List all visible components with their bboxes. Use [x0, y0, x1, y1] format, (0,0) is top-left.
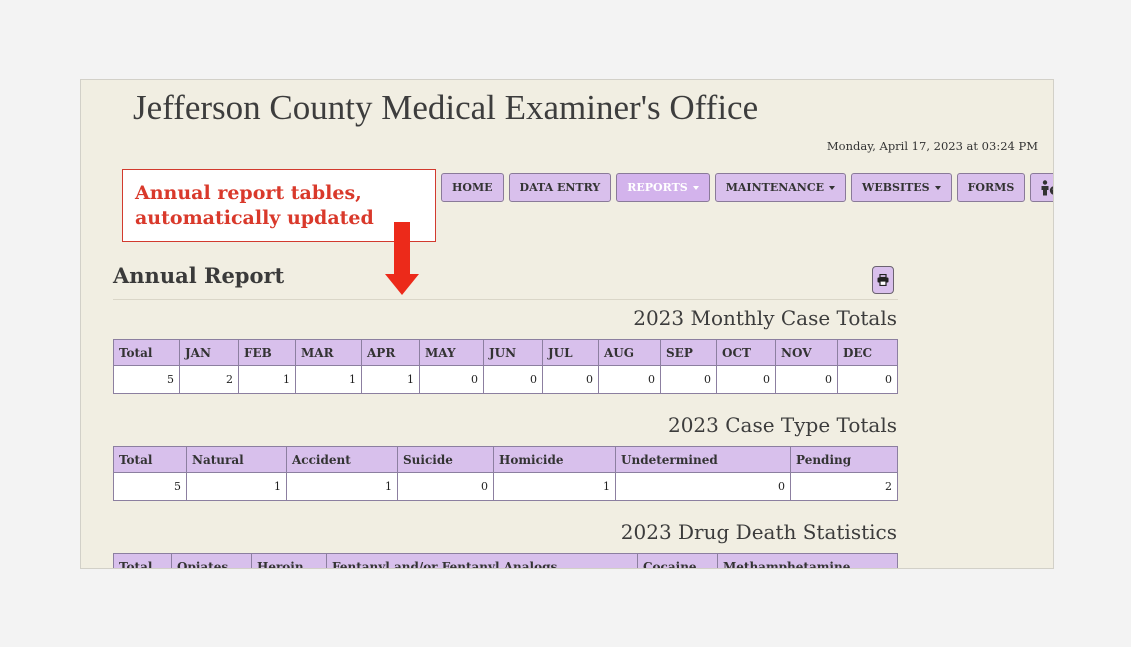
table-cell: 0 [615, 472, 791, 501]
column-header: Natural [186, 446, 287, 473]
report-title: Annual Report [113, 263, 285, 288]
column-header: Methamphetamine [717, 553, 898, 568]
print-button[interactable] [872, 266, 894, 294]
nav-reports-label: REPORTS [627, 181, 688, 194]
column-header: Homicide [493, 446, 616, 473]
table-cell: 0 [598, 365, 661, 394]
table-cell: 0 [397, 472, 494, 501]
table-row: 5 1 1 0 1 0 2 [113, 472, 898, 501]
column-header: Suicide [397, 446, 494, 473]
case-type-section-title: 2023 Case Type Totals [667, 413, 897, 437]
table-cell: 0 [716, 365, 776, 394]
monthly-totals-table: Total JAN FEB MAR APR MAY JUN JUL AUG SE… [113, 339, 898, 394]
main-navbar: HOME DATA ENTRY REPORTS MAINTENANCE WEBS… [441, 173, 1054, 202]
table-cell: 1 [238, 365, 296, 394]
report-header: Annual Report [113, 263, 898, 300]
table-cell: 0 [483, 365, 543, 394]
column-header: AUG [598, 339, 661, 366]
case-type-totals-table: Total Natural Accident Suicide Homicide … [113, 446, 898, 501]
down-arrow-icon [385, 222, 419, 295]
current-datetime: Monday, April 17, 2023 at 03:24 PM [826, 139, 1038, 153]
column-header: JAN [179, 339, 239, 366]
column-header: OCT [716, 339, 776, 366]
table-cell: 2 [790, 472, 898, 501]
nav-maintenance-dropdown[interactable]: MAINTENANCE [714, 173, 846, 202]
column-header: Opiates [171, 553, 252, 568]
table-cell: 5 [113, 472, 187, 501]
table-cell: 1 [186, 472, 287, 501]
callout-line-2: automatically updated [135, 207, 374, 229]
table-cell: 0 [775, 365, 838, 394]
table-cell: 0 [542, 365, 599, 394]
nav-data-entry-button[interactable]: DATA ENTRY [508, 173, 612, 202]
column-header: Accident [286, 446, 398, 473]
table-row: 5 2 1 1 1 0 0 0 0 0 0 0 0 [113, 365, 898, 394]
person-help-icon: ? [1041, 179, 1054, 195]
column-header: APR [361, 339, 420, 366]
callout-line-1: Annual report tables, [135, 182, 362, 204]
caret-down-icon [934, 185, 941, 190]
table-cell: 1 [493, 472, 616, 501]
column-header: MAY [419, 339, 484, 366]
annotation-callout: Annual report tables, automatically upda… [122, 169, 436, 242]
help-button[interactable]: ? [1030, 173, 1054, 202]
column-header: Heroin [251, 553, 327, 568]
table-header-row: Total Opiates Heroin Fentanyl and/or Fen… [113, 553, 898, 568]
nav-home-label: HOME [452, 181, 493, 194]
drug-death-table: Total Opiates Heroin Fentanyl and/or Fen… [113, 553, 898, 568]
monthly-section-title: 2023 Monthly Case Totals [633, 306, 897, 330]
column-header: Total [113, 553, 172, 568]
nav-home-button[interactable]: HOME [441, 173, 504, 202]
column-header: Pending [790, 446, 898, 473]
column-header: JUL [542, 339, 599, 366]
column-header: FEB [238, 339, 296, 366]
column-header: NOV [775, 339, 838, 366]
column-header: MAR [295, 339, 362, 366]
table-cell: 1 [295, 365, 362, 394]
svg-text:?: ? [1052, 187, 1054, 195]
table-cell: 0 [660, 365, 717, 394]
column-header: SEP [660, 339, 717, 366]
column-header: Total [113, 446, 187, 473]
nav-maintenance-label: MAINTENANCE [725, 181, 824, 194]
column-header: DEC [837, 339, 898, 366]
column-header: Cocaine [637, 553, 718, 568]
nav-websites-dropdown[interactable]: WEBSITES [850, 173, 952, 202]
column-header: Undetermined [615, 446, 791, 473]
app-window: Jefferson County Medical Examiner's Offi… [80, 79, 1054, 569]
table-cell: 2 [179, 365, 239, 394]
column-header: JUN [483, 339, 543, 366]
column-header: Fentanyl and/or Fentanyl Analogs [326, 553, 638, 568]
nav-data-entry-label: DATA ENTRY [519, 181, 601, 194]
site-title: Jefferson County Medical Examiner's Offi… [133, 88, 759, 127]
table-cell: 0 [837, 365, 898, 394]
table-header-row: Total JAN FEB MAR APR MAY JUN JUL AUG SE… [113, 339, 898, 366]
drug-section-title: 2023 Drug Death Statistics [620, 520, 897, 544]
print-icon [877, 274, 889, 286]
table-cell: 1 [361, 365, 420, 394]
table-cell: 5 [113, 365, 180, 394]
column-header: Total [113, 339, 180, 366]
table-cell: 1 [286, 472, 398, 501]
nav-forms-button[interactable]: FORMS [956, 173, 1026, 202]
caret-down-icon [828, 185, 835, 190]
nav-websites-label: WEBSITES [861, 181, 930, 194]
caret-down-icon [692, 185, 699, 190]
nav-forms-label: FORMS [967, 181, 1015, 194]
nav-reports-dropdown[interactable]: REPORTS [616, 173, 710, 202]
table-cell: 0 [419, 365, 484, 394]
table-header-row: Total Natural Accident Suicide Homicide … [113, 446, 898, 473]
